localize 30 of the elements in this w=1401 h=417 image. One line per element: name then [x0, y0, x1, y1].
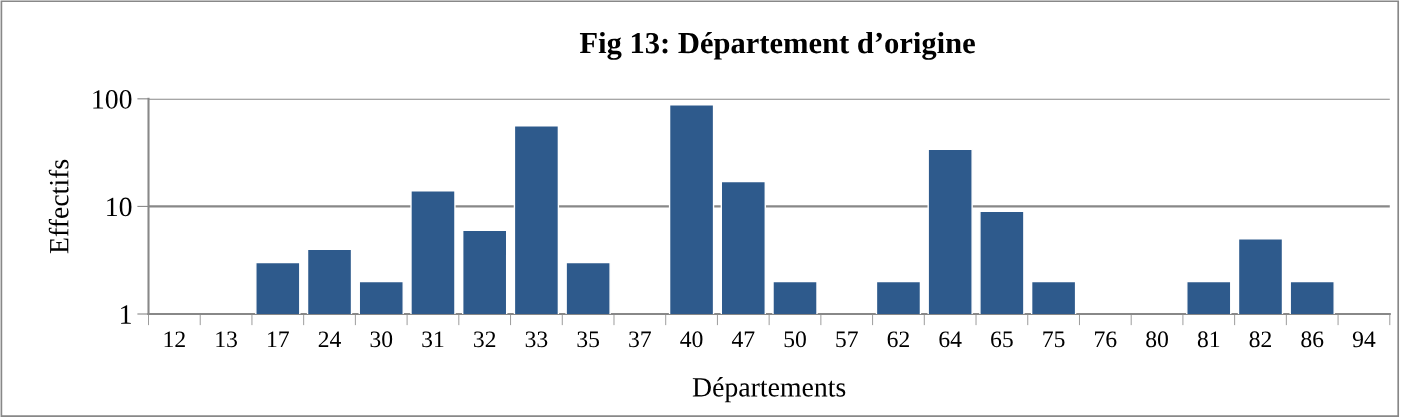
x-axis-title: Départements [692, 377, 846, 403]
x-tick-label: 17 [268, 331, 289, 348]
x-tick-label: 24 [318, 331, 341, 348]
x-tick-label: 76 [1095, 331, 1117, 348]
x-tick-label: 94 [1352, 331, 1376, 348]
x-tick-label: 64 [939, 331, 962, 348]
y-tick-label: 10 [107, 197, 132, 217]
x-tick-label: 32 [474, 331, 496, 348]
x-tick-label: 62 [887, 331, 909, 348]
x-tick-label: 82 [1249, 331, 1271, 348]
x-tick-label: 40 [680, 331, 703, 348]
x-tick-label: 81 [1197, 331, 1220, 348]
x-tick-label: 47 [731, 331, 755, 348]
x-tick-label: 31 [422, 331, 444, 348]
y-axis-title: Effectifs [48, 159, 69, 254]
x-tick-label: 86 [1301, 331, 1324, 348]
x-tick-label: 30 [370, 331, 393, 348]
x-tick-label: 33 [525, 331, 548, 348]
x-tick-label: 35 [577, 331, 600, 348]
x-tick-label: 75 [1043, 331, 1065, 348]
x-tick-label: 13 [216, 331, 237, 348]
x-tick-label: 50 [784, 331, 806, 348]
x-tick-label: 65 [991, 331, 1013, 348]
x-tick-label: 57 [836, 331, 858, 348]
x-tick-label: 37 [629, 331, 651, 348]
x-tick-label: 12 [164, 331, 185, 348]
y-tick-label: 100 [93, 89, 132, 109]
x-tick-label: 80 [1146, 331, 1168, 348]
y-tick-label: 1 [121, 305, 131, 324]
chart-title: Fig 13: Département d’origine [579, 31, 975, 60]
